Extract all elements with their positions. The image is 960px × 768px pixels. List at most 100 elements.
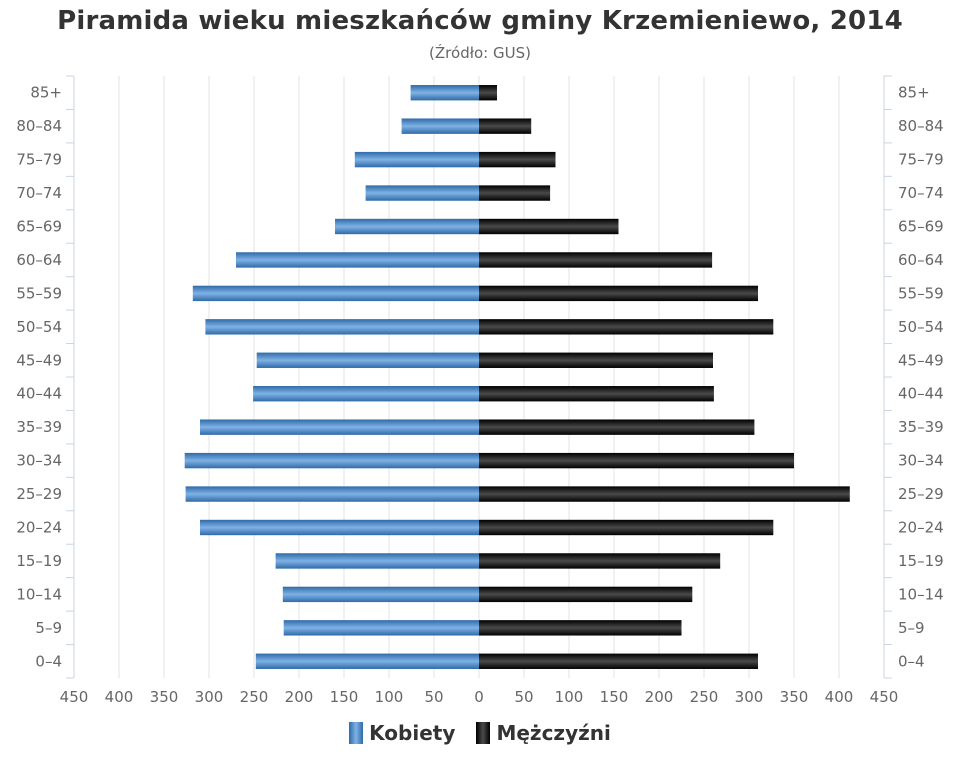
y-tick-label-left: 15–19 (16, 552, 62, 570)
bar-kobiety[interactable] (205, 319, 479, 335)
y-tick-label-right: 70–74 (898, 184, 944, 202)
y-tick-label-left: 0–4 (35, 652, 62, 670)
legend-item-kobiety[interactable]: Kobiety (349, 721, 455, 745)
x-tick-label: 350 (150, 688, 179, 706)
bar-kobiety[interactable] (236, 252, 479, 268)
x-tick-label: 150 (600, 688, 629, 706)
bar-mezczyzni[interactable] (479, 419, 755, 435)
y-tick-label-right: 45–49 (898, 351, 944, 369)
x-tick-label: 400 (105, 688, 134, 706)
x-tick-label: 50 (424, 688, 443, 706)
y-tick-label-right: 20–24 (898, 519, 944, 537)
bar-kobiety[interactable] (256, 352, 479, 368)
y-tick-label-left: 35–39 (16, 418, 62, 436)
bar-mezczyzni[interactable] (479, 218, 619, 235)
x-tick-label: 50 (514, 688, 533, 706)
bar-kobiety[interactable] (282, 586, 479, 603)
x-tick-label: 250 (240, 688, 269, 706)
y-tick-label-left: 30–34 (16, 452, 62, 470)
x-tick-label: 300 (195, 688, 224, 706)
x-tick-label: 100 (375, 688, 404, 706)
x-tick-label: 350 (780, 688, 809, 706)
y-tick-label-right: 55–59 (898, 284, 944, 302)
y-tick-label-right: 10–14 (898, 585, 944, 603)
bar-kobiety[interactable] (192, 285, 480, 302)
bar-mezczyzni[interactable] (479, 252, 713, 268)
bar-mezczyzni[interactable] (479, 486, 850, 502)
bar-mezczyzni[interactable] (479, 553, 721, 569)
y-tick-label-left: 80–84 (16, 117, 62, 135)
y-tick-label-left: 40–44 (16, 385, 62, 403)
bar-mezczyzni[interactable] (479, 185, 551, 201)
bars (184, 85, 850, 669)
chart-subtitle: (Źródło: GUS) (429, 44, 531, 62)
bar-kobiety[interactable] (200, 519, 479, 536)
bar-kobiety[interactable] (200, 419, 479, 435)
y-tick-label-left: 10–14 (16, 585, 62, 603)
y-tick-label-right: 60–64 (898, 251, 944, 269)
legend-label-mezczyzni: Mężczyźni (496, 721, 611, 745)
x-tick-label: 250 (690, 688, 719, 706)
x-tick-label: 300 (735, 688, 764, 706)
x-tick-label: 0 (474, 688, 484, 706)
bar-mezczyzni[interactable] (479, 319, 774, 335)
x-tick-label: 400 (825, 688, 854, 706)
bar-mezczyzni[interactable] (479, 519, 774, 536)
legend-item-mezczyzni[interactable]: Mężczyźni (476, 721, 611, 745)
y-tick-label-left: 65–69 (16, 218, 62, 236)
legend: Kobiety Mężczyźni (0, 721, 960, 748)
x-tick-label: 200 (645, 688, 674, 706)
bar-kobiety[interactable] (365, 185, 479, 201)
y-tick-label-left: 5–9 (35, 619, 62, 637)
bar-mezczyzni[interactable] (479, 653, 758, 669)
y-tick-label-left: 55–59 (16, 284, 62, 302)
bar-kobiety[interactable] (275, 553, 479, 569)
bar-kobiety[interactable] (354, 151, 479, 168)
bar-kobiety[interactable] (255, 653, 479, 669)
x-tick-label: 450 (870, 688, 899, 706)
axes (66, 75, 892, 679)
bar-mezczyzni[interactable] (479, 620, 682, 636)
bar-mezczyzni[interactable] (479, 386, 714, 402)
legend-swatch-mezczyzni (476, 722, 491, 744)
bar-mezczyzni[interactable] (479, 352, 713, 368)
y-tick-label-left: 20–24 (16, 519, 62, 537)
y-tick-label-left: 50–54 (16, 318, 62, 336)
x-tick-label: 200 (285, 688, 314, 706)
bar-kobiety[interactable] (184, 452, 479, 469)
bar-kobiety[interactable] (253, 386, 479, 402)
y-tick-label-right: 15–19 (898, 552, 944, 570)
y-tick-label-left: 75–79 (16, 151, 62, 169)
bar-kobiety[interactable] (283, 620, 479, 636)
bar-mezczyzni[interactable] (479, 85, 497, 101)
tick-labels: 450 400 350 300 250 200 150 100 50 0 50 100 150 200 25… (16, 84, 943, 706)
y-tick-label-right: 35–39 (898, 418, 944, 436)
bar-kobiety[interactable] (401, 118, 479, 134)
bar-mezczyzni[interactable] (479, 285, 758, 302)
y-tick-label-right: 50–54 (898, 318, 944, 336)
y-tick-label-left: 25–29 (16, 485, 62, 503)
legend-label-kobiety: Kobiety (369, 721, 456, 745)
bar-mezczyzni[interactable] (479, 151, 556, 168)
y-tick-label-left: 45–49 (16, 351, 62, 369)
legend-swatch-kobiety (349, 722, 364, 744)
bar-mezczyzni[interactable] (479, 586, 693, 603)
y-tick-label-right: 5–9 (898, 619, 925, 637)
y-tick-label-right: 30–34 (898, 452, 944, 470)
population-pyramid-chart: 450 400 350 300 250 200 150 100 50 0 50 100 150 200 25… (16, 75, 944, 706)
bar-mezczyzni[interactable] (479, 118, 532, 134)
bar-mezczyzni[interactable] (479, 452, 794, 469)
bar-kobiety[interactable] (335, 218, 479, 235)
x-tick-label: 450 (60, 688, 89, 706)
y-tick-label-left: 70–74 (16, 184, 62, 202)
bar-kobiety[interactable] (185, 486, 479, 502)
x-tick-label: 150 (330, 688, 359, 706)
x-tick-label: 100 (555, 688, 584, 706)
y-tick-label-left: 85+ (30, 84, 62, 102)
y-tick-label-right: 85+ (898, 84, 930, 102)
y-tick-label-right: 65–69 (898, 218, 944, 236)
bar-kobiety[interactable] (410, 85, 479, 101)
chart-title: Piramida wieku mieszkańców gminy Krzemie… (57, 6, 903, 36)
y-tick-label-right: 0–4 (898, 652, 925, 670)
y-tick-label-left: 60–64 (16, 251, 62, 269)
